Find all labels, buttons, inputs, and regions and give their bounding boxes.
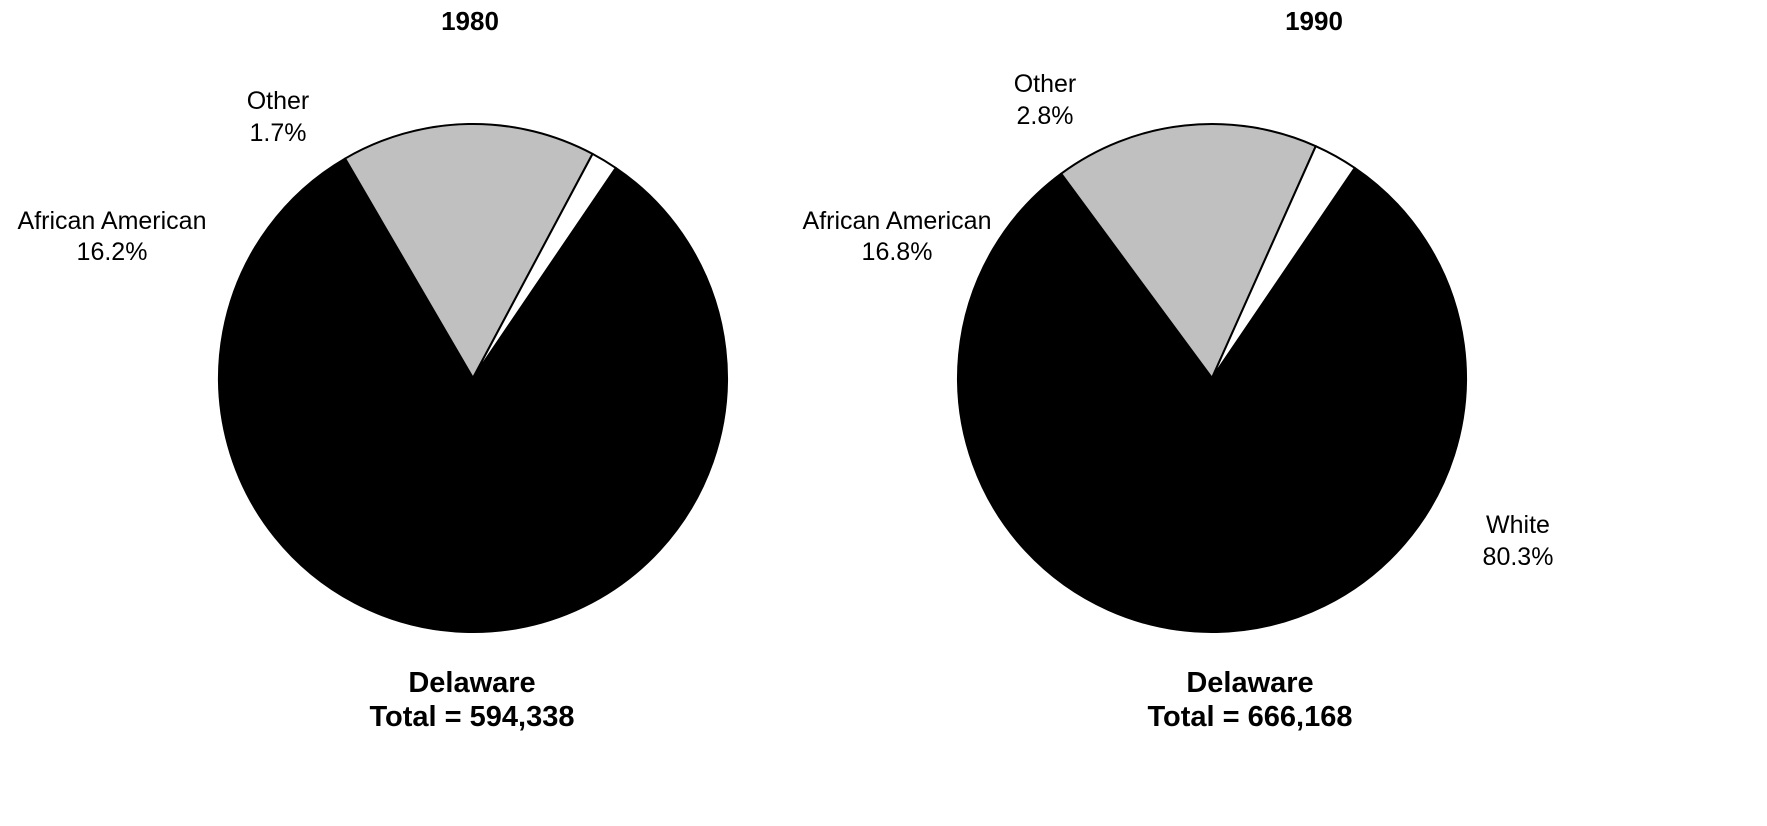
pie-slice-african-american-1990 <box>1060 123 1317 379</box>
pie-slice-other-1980 <box>472 152 617 379</box>
pie-slice-white-1990 <box>957 166 1467 633</box>
pie-slice-other-1990 <box>1211 145 1356 379</box>
value-white-1990: 80.3% <box>1483 543 1554 571</box>
value-african-american-1980: 16.2% <box>77 238 148 266</box>
pie-1990 <box>957 123 1467 633</box>
label-african-american-1980: African American <box>18 207 207 235</box>
value-african-american-1990: 16.8% <box>862 238 933 266</box>
region-1990: Delaware <box>1186 667 1313 699</box>
value-other-1990: 2.8% <box>1017 102 1074 130</box>
chart-title-1990: 1990 <box>1285 6 1343 36</box>
total-1980: Total = 594,338 <box>370 701 575 733</box>
value-other-1980: 1.7% <box>250 119 307 147</box>
region-1980: Delaware <box>408 667 535 699</box>
chart-1990: 1990 African American 16.8% Other 2.8% W… <box>803 6 1554 733</box>
pie-slice-african-american-1980 <box>344 123 594 379</box>
label-african-american-1990: African American <box>803 207 992 235</box>
label-other-1980: Other <box>247 87 310 115</box>
pie-slice-white-1980 <box>217 157 728 633</box>
total-1990: Total = 666,168 <box>1148 701 1353 733</box>
label-white-1990: White <box>1486 511 1550 539</box>
chart-1980: 1980 African American 16.2% Other 1.7% D… <box>18 6 728 733</box>
label-other-1990: Other <box>1014 70 1077 98</box>
pie-1980 <box>217 123 728 633</box>
chart-title-1980: 1980 <box>441 6 499 36</box>
